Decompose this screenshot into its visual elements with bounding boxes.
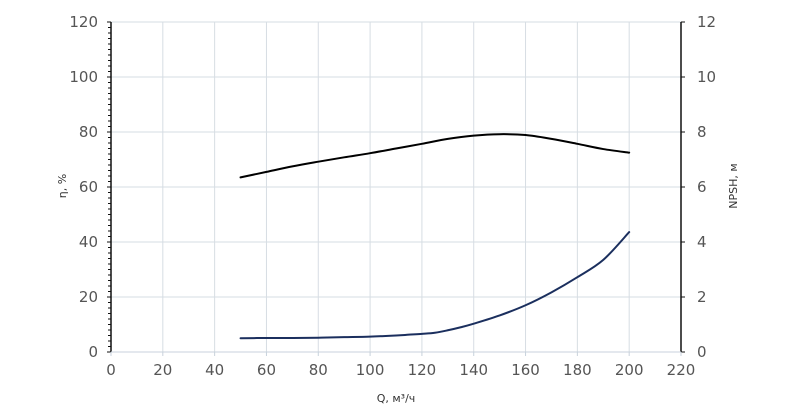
x-tick-label: 100 (356, 361, 385, 379)
y-left-tick-label: 120 (69, 13, 98, 31)
right-axis-title: NPSH, м (727, 163, 740, 208)
y-right-tick-label: 2 (697, 288, 707, 306)
x-tick-label: 80 (309, 361, 328, 379)
x-axis-title: Q, м³/ч (377, 392, 416, 405)
x-tick-label: 200 (615, 361, 644, 379)
x-tick-label: 220 (667, 361, 696, 379)
x-tick-label: 180 (563, 361, 592, 379)
y-right-tick-label: 4 (697, 233, 707, 251)
y-right-tick-label: 0 (697, 343, 707, 361)
x-tick-label: 40 (205, 361, 224, 379)
x-tick-label: 140 (459, 361, 488, 379)
y-left-tick-label: 80 (79, 123, 98, 141)
x-tick-label: 60 (257, 361, 276, 379)
grid (111, 21, 681, 352)
tick-labels: 0 20 40 60 80 100 120 140 160 180 200 2200204060801… (69, 13, 716, 379)
axes (107, 21, 685, 356)
x-tick-label: 20 (153, 361, 172, 379)
x-tick-label: 0 (106, 361, 116, 379)
y-left-tick-label: 40 (79, 233, 98, 251)
y-left-tick-label: 0 (88, 343, 98, 361)
y-left-tick-label: 20 (79, 288, 98, 306)
npsh-series-line (239, 231, 631, 340)
x-tick-label: 160 (511, 361, 540, 379)
y-left-tick-label: 100 (69, 68, 98, 86)
y-left-tick-label: 60 (79, 178, 98, 196)
left-axis-title: η, % (56, 174, 69, 198)
y-right-tick-label: 12 (697, 13, 716, 31)
y-right-tick-label: 6 (697, 178, 707, 196)
x-tick-label: 120 (408, 361, 437, 379)
y-right-tick-label: 10 (697, 68, 716, 86)
y-right-tick-label: 8 (697, 123, 707, 141)
efficiency-series-line (239, 133, 631, 179)
series-layer (239, 133, 631, 340)
